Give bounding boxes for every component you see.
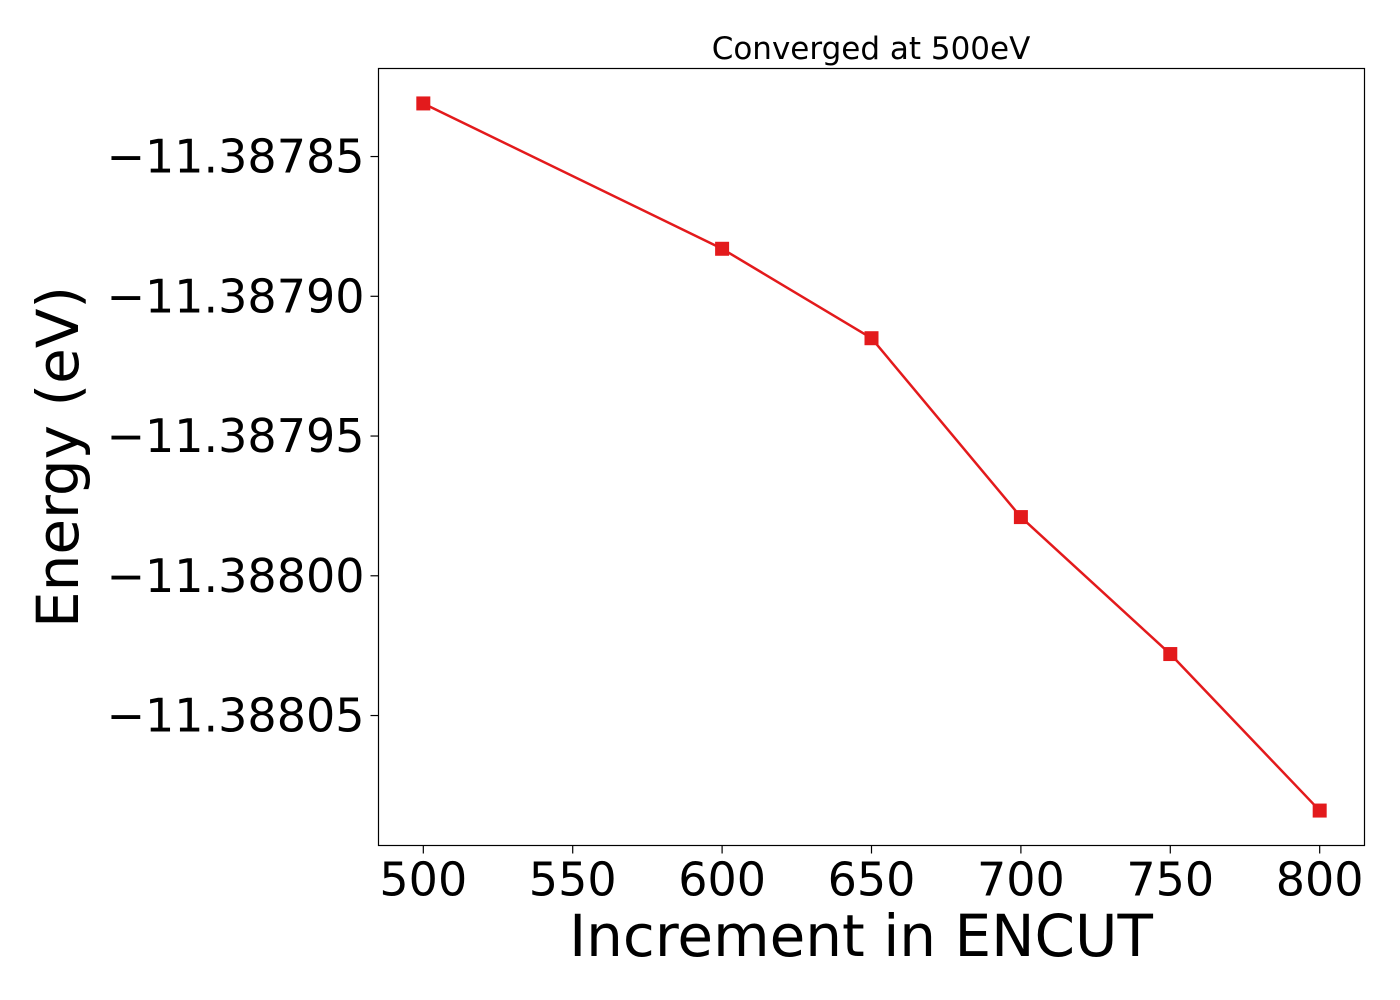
data-point-marker <box>1013 510 1028 525</box>
x-tick-label: 500 <box>379 853 467 907</box>
y-tick-label: −11.38785 <box>106 130 364 184</box>
y-tick-label: −11.38800 <box>106 549 364 603</box>
y-tick-label: −11.38790 <box>106 269 364 323</box>
data-point-marker <box>864 331 879 346</box>
data-point-marker <box>715 241 730 256</box>
x-tick-label: 550 <box>529 853 617 907</box>
x-tick-label: 800 <box>1276 853 1364 907</box>
x-tick-label: 700 <box>977 853 1065 907</box>
y-tick-label: −11.38795 <box>106 409 364 463</box>
x-axis: 500 550 600 650 700 750 800 <box>379 845 1364 907</box>
plot-area-frame <box>377 67 1366 847</box>
data-point-marker <box>1163 647 1178 662</box>
x-tick-label: 650 <box>828 853 916 907</box>
y-axis-label: Energy (eV) <box>24 286 92 628</box>
y-axis: −11.38785 −11.38790 −11.38795 −11.38800 −11.… <box>106 130 379 743</box>
x-tick-label: 750 <box>1126 853 1214 907</box>
x-axis-label: Increment in ENCUT <box>569 902 1153 970</box>
series-layer <box>416 96 1327 818</box>
data-point-marker <box>416 96 431 111</box>
y-tick-label: −11.38805 <box>106 689 364 743</box>
chart-title: Converged at 500eV <box>712 31 1031 67</box>
data-point-marker <box>1312 803 1327 818</box>
series-line <box>422 102 1321 812</box>
x-tick-label: 600 <box>678 853 766 907</box>
